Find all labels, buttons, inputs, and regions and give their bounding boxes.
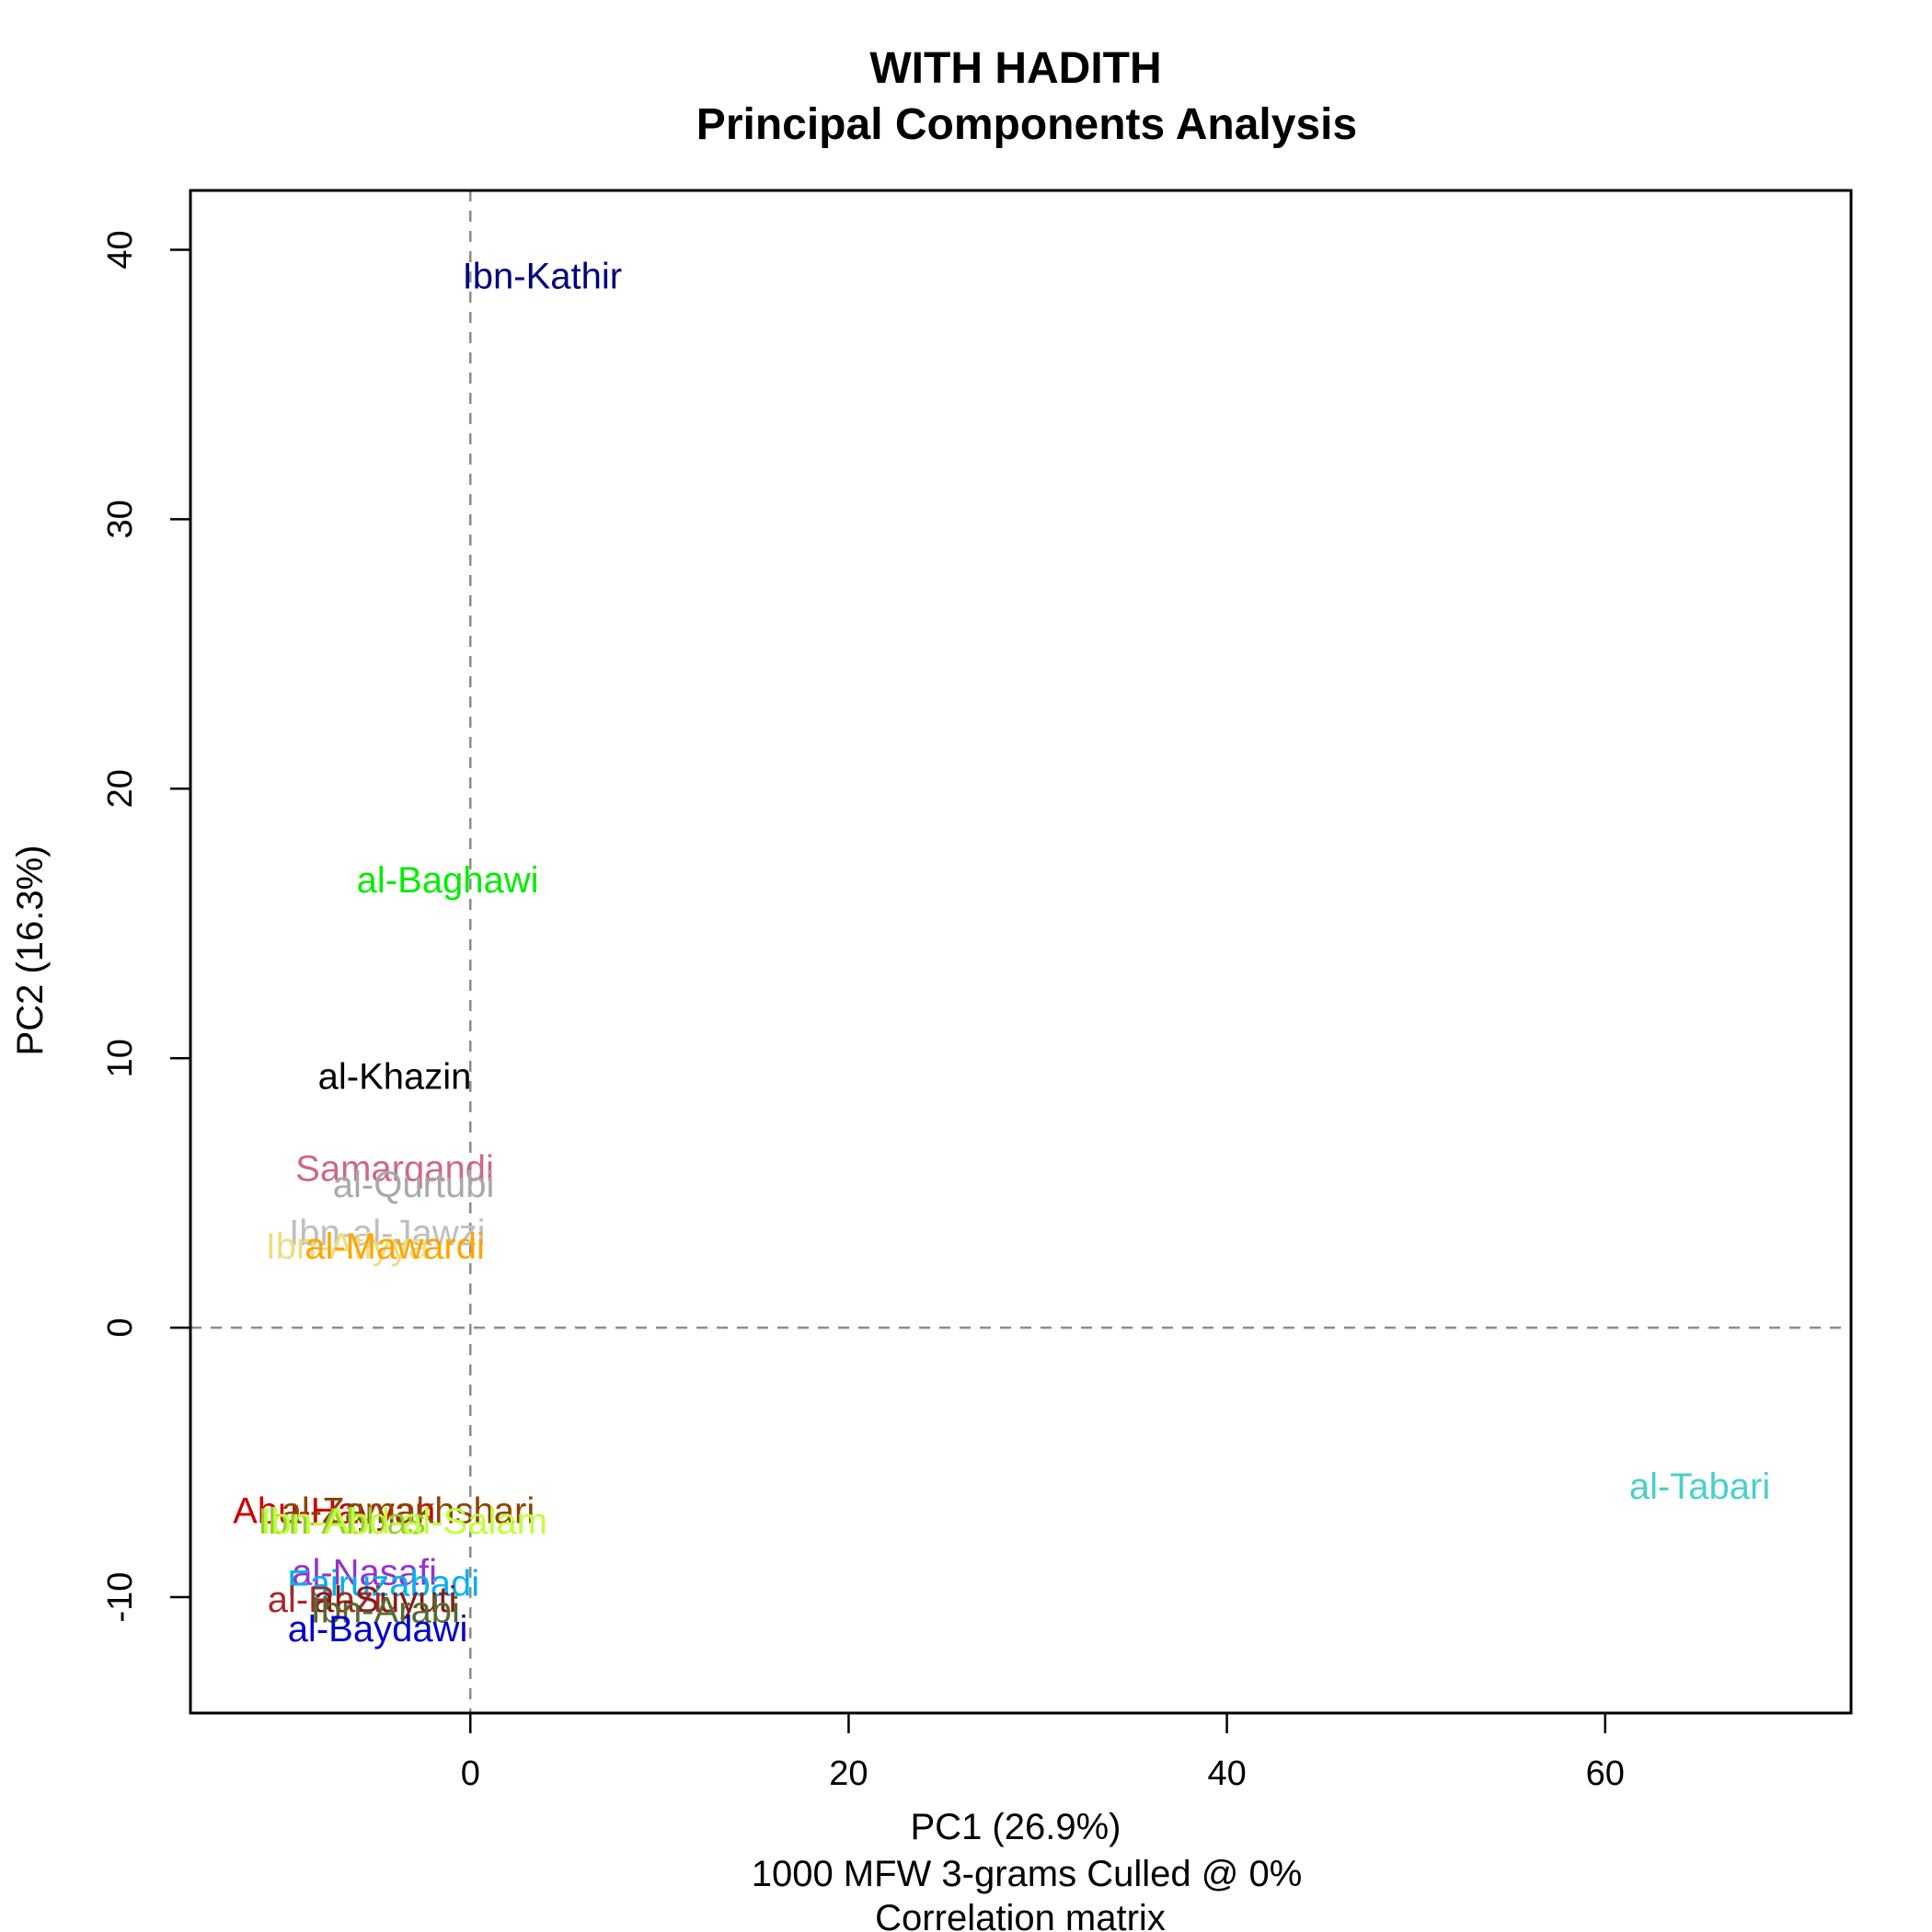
point-label: Ibn-Abd-al-Salam xyxy=(261,1501,547,1542)
x-axis-label: PC1 (26.9%) xyxy=(911,1807,1121,1847)
point-label: al-Qurtubi xyxy=(333,1165,495,1205)
point-label: Samarqandi xyxy=(295,1148,494,1189)
y-axis-label: PC2 (16.3%) xyxy=(10,845,51,1056)
point-label: Ibn-Abbas xyxy=(258,1501,425,1542)
y-tick-label: 30 xyxy=(101,500,140,538)
point-label: Ibn-Kathir xyxy=(463,257,622,297)
y-tick-label: 10 xyxy=(101,1039,140,1077)
point-label: Fairuzabadi xyxy=(287,1563,479,1604)
point-label: Abu-Hayyan xyxy=(233,1490,435,1531)
point-label: Ibn-Arabi xyxy=(311,1591,460,1631)
point-label: al-Suyuti xyxy=(314,1580,457,1620)
x-axis-ticks: 0 20 40 60 xyxy=(461,1713,1625,1793)
x-tick-label: 20 xyxy=(829,1754,868,1793)
y-axis-ticks: -10 0 10 20 30 40 xyxy=(101,230,190,1623)
point-label: Ibn-Atiyya xyxy=(266,1226,431,1267)
y-tick-label: 0 xyxy=(101,1318,140,1338)
point-label: al-Baydawi xyxy=(288,1609,468,1650)
point-label: al-Khazin xyxy=(318,1057,472,1098)
point-label: al-Tabari xyxy=(1629,1466,1770,1507)
point-labels: Ibn-Kathiral-Baghawial-KhazinSamarqandia… xyxy=(233,257,1770,1650)
x-tick-label: 40 xyxy=(1207,1754,1246,1793)
point-label: al-Baghawi xyxy=(357,860,539,901)
x-axis-caption-features: 1000 MFW 3-grams Culled @ 0% xyxy=(752,1854,1303,1894)
point-label: al-Razi xyxy=(268,1580,382,1620)
x-tick-label: 0 xyxy=(461,1754,480,1793)
chart-title: WITH HADITH xyxy=(869,44,1161,93)
chart-subtitle: Principal Components Analysis xyxy=(696,100,1357,149)
x-tick-label: 60 xyxy=(1586,1754,1625,1793)
y-tick-label: 40 xyxy=(101,230,140,269)
x-axis-caption-matrix: Correlation matrix xyxy=(875,1898,1166,1932)
y-tick-label: -10 xyxy=(101,1572,140,1623)
plot-frame xyxy=(189,189,1853,1715)
point-label: al-Mawardi xyxy=(305,1226,485,1267)
point-label: Ibn-al-Jawzi xyxy=(289,1213,485,1254)
y-tick-label: 20 xyxy=(101,769,140,808)
point-label: al-Nasafi xyxy=(292,1553,437,1593)
reference-lines xyxy=(190,190,1851,1713)
point-label: al-Zamakhshari xyxy=(282,1490,535,1531)
